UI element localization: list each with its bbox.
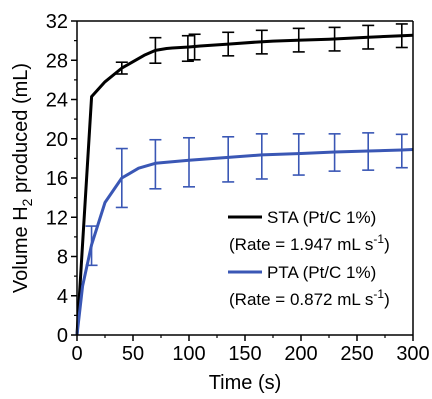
error-bar <box>188 33 201 61</box>
y-tick-label: 20 <box>46 129 68 151</box>
legend-label-2: PTA (Pt/C 1%) <box>267 263 376 282</box>
x-tick-label: 150 <box>228 343 261 365</box>
error-bar <box>149 36 162 64</box>
legend: STA (Pt/C 1%) (Rate = 1.947 mL s-1) PTA (P… <box>228 208 390 309</box>
error-bar <box>328 26 341 52</box>
error-bar <box>362 132 375 171</box>
x-tick-label: 50 <box>122 343 144 365</box>
error-bar <box>222 135 235 183</box>
y-tick-label: 4 <box>57 286 68 308</box>
error-bar <box>395 133 408 169</box>
x-tick-label: 100 <box>172 343 205 365</box>
error-bar <box>255 29 268 55</box>
x-tick-label: 250 <box>340 343 373 365</box>
error-bar <box>362 24 375 50</box>
y-tick-label: 24 <box>46 90 68 112</box>
error-bar <box>292 27 305 53</box>
x-axis-title: Time (s) <box>209 372 282 394</box>
y-tick-label: 12 <box>46 207 68 229</box>
y-tick-label: 16 <box>46 168 68 190</box>
y-tick-label: 8 <box>57 247 68 269</box>
y-tick-label: 32 <box>46 11 68 33</box>
x-tick-label: 200 <box>284 343 317 365</box>
error-bar <box>222 31 235 57</box>
error-bar <box>181 34 194 63</box>
plot-area <box>75 23 414 336</box>
legend-label-1: STA (Pt/C 1%) <box>267 208 376 227</box>
error-bar <box>395 23 408 49</box>
axes: 0 50 100 150 200 250 300 0 4 8 12 16 20 24 28 32 Time (s… <box>10 11 430 394</box>
error-bar <box>183 136 195 188</box>
error-bar <box>292 133 305 176</box>
error-bar <box>255 133 268 180</box>
y-tick-label: 0 <box>57 325 68 347</box>
x-tick-label: 300 <box>396 343 429 365</box>
legend-rate-2: (Rate = 0.872 mL s-1) <box>229 287 390 309</box>
y-tick-label: 28 <box>46 50 68 72</box>
error-bar <box>115 147 128 209</box>
error-bar <box>149 138 162 190</box>
error-bar <box>115 61 128 75</box>
error-bar <box>328 133 341 172</box>
y-axis-title: Volume H2 produced (mL) <box>10 63 35 293</box>
x-tick-label: 0 <box>71 343 82 365</box>
error-bar <box>85 225 98 267</box>
legend-rate-1: (Rate = 1.947 mL s-1) <box>229 232 390 254</box>
